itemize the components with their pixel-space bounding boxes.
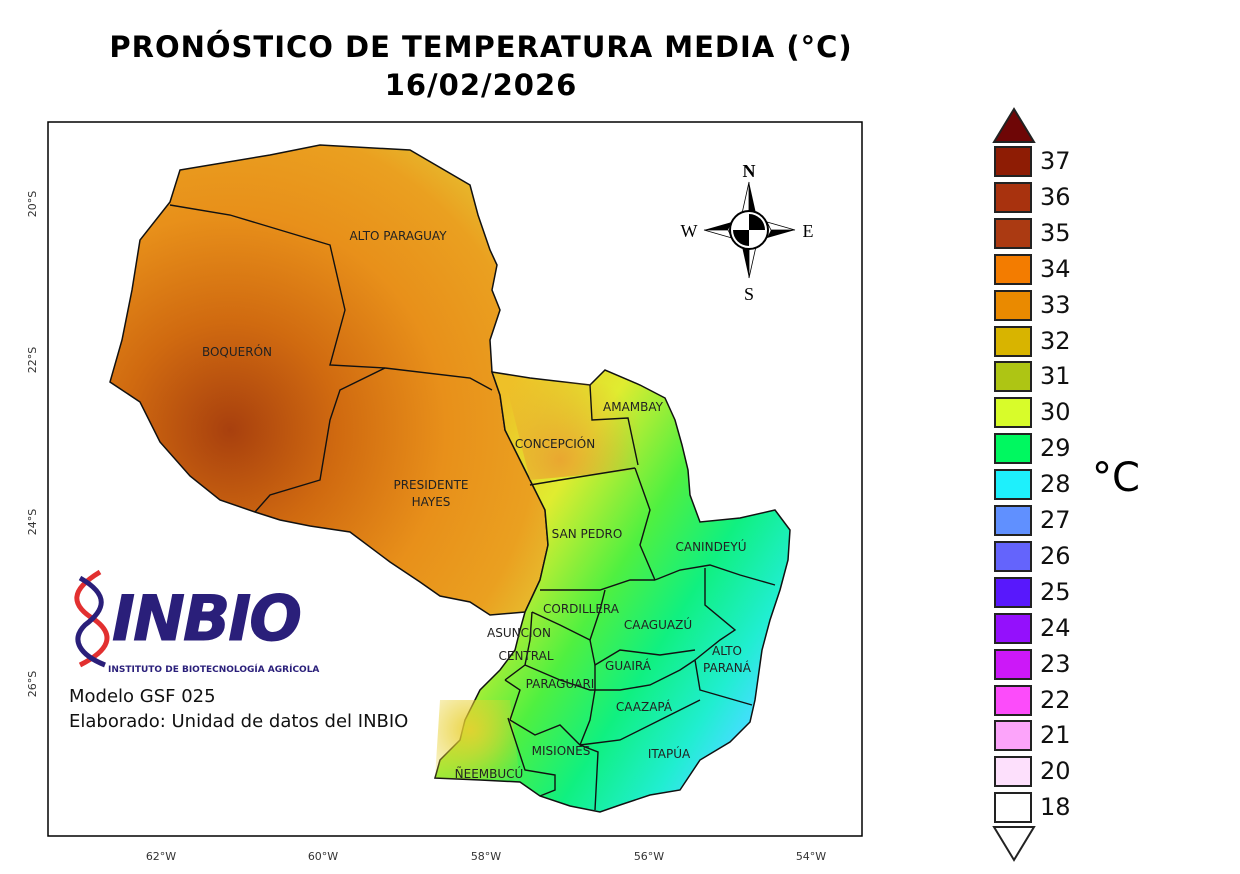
oriental-region [434,369,791,813]
legend-label: 21 [1040,721,1071,750]
lat-tick: 24°S [26,509,39,535]
label-boqueron: BOQUERÓN [202,344,272,359]
department-boundaries [169,204,776,811]
map-date: 16/02/2026 [384,68,578,102]
label-central: CENTRAL [498,649,553,663]
legend-label: 37 [1040,147,1071,175]
lon-tick: 56°W [634,850,664,863]
legend-label: 25 [1040,577,1071,606]
legend-label: 32 [1040,326,1071,355]
legend-swatch [994,469,1032,501]
label-misiones: MISIONES [532,744,591,758]
label-amambay: AMAMBAY [603,400,664,414]
label-paraguari: PARAGUARI [526,677,595,691]
legend-swatch [994,540,1032,572]
legend-swatch [994,720,1032,752]
legend-swatch [994,792,1032,824]
legend-label: 28 [1040,470,1071,499]
legend-label: 20 [1040,757,1071,786]
compass-s: S [744,284,754,304]
legend-swatch [994,253,1032,285]
logo-subtitle: INSTITUTO DE BIOTECNOLOGÍA AGRÍCOLA [108,663,319,675]
legend-label: 24 [1040,613,1071,642]
legend-swatch [994,612,1032,644]
legend-swatch [994,289,1032,321]
legend-swatch [994,181,1032,213]
legend-label: 26 [1040,541,1071,570]
lat-tick: 26°S [26,671,39,697]
legend-label: 29 [1040,434,1071,463]
logo-name: INBIO [112,582,300,655]
compass-rose-icon: N S E W [681,161,814,304]
lon-tick: 62°W [146,850,176,863]
inbio-logo: INBIO INSTITUTO DE BIOTECNOLOGÍA AGRÍCOL… [74,569,319,675]
lon-tick: 60°W [308,850,338,863]
lon-tick: 54°W [796,850,826,863]
label-itapua: ITAPÚA [648,746,691,761]
legend-over-triangle [992,107,1036,143]
legend-swatch [994,648,1032,680]
label-guaira: GUAIRÁ [605,658,652,673]
temperature-map: ALTO PARAGUAY BOQUERÓN PRESIDENTE HAYES … [26,121,863,863]
label-alto-parana: ALTO [712,644,742,658]
label-canindeyu: CANINDEYÚ [675,539,746,554]
label-asuncion: ASUNCION [487,626,551,640]
credit-label: Elaborado: Unidad de datos del INBIO [69,711,409,732]
lon-tick: 58°W [471,850,501,863]
label-presidente-hayes: PRESIDENTE [393,478,468,492]
legend-label: 33 [1040,290,1071,319]
legend-label: 27 [1040,506,1071,534]
legend-label: 22 [1040,685,1071,714]
legend-label: 18 [1040,793,1071,822]
legend-swatch [994,684,1032,716]
legend-unit: °C [1092,455,1140,501]
legend-swatch [994,576,1032,608]
label-caaguazu: CAAGUAZÚ [624,617,692,632]
legend-label: 23 [1040,649,1071,678]
legend-swatch [994,146,1032,177]
label-alto-paraguay: ALTO PARAGUAY [349,229,447,243]
legend-under-triangle [992,826,1036,862]
legend-label: 35 [1040,218,1071,247]
label-alto-parana-2: PARANÁ [703,660,752,675]
label-san-pedro: SAN PEDRO [552,527,623,541]
legend-swatch [994,433,1032,465]
compass-n: N [743,161,756,181]
label-cordillera: CORDILLERA [543,602,620,616]
legend-label: 31 [1040,362,1071,391]
legend-swatch [994,325,1032,357]
lat-tick: 20°S [26,191,39,217]
label-concepcion: CONCEPCIÓN [515,436,595,451]
label-neembucu: ÑEEMBUCÚ [455,766,524,781]
legend-swatch [994,361,1032,393]
compass-e: E [803,221,814,241]
legend-swatch [994,505,1032,536]
model-label: Modelo GSF 025 [69,686,216,707]
label-caazapa: CAAZAPÁ [616,699,673,714]
legend-label: 30 [1040,398,1071,427]
legend-swatch [994,217,1032,249]
legend-label: 36 [1040,182,1071,211]
chaco-region [109,144,549,616]
legend-swatch [994,397,1032,429]
legend-swatch [994,756,1032,788]
lat-tick: 22°S [26,347,39,373]
compass-w: W [681,221,698,241]
legend-label: 34 [1040,254,1071,283]
label-presidente-hayes-2: HAYES [412,495,451,509]
map-title: PRONÓSTICO DE TEMPERATURA MEDIA (°C) [109,30,853,64]
